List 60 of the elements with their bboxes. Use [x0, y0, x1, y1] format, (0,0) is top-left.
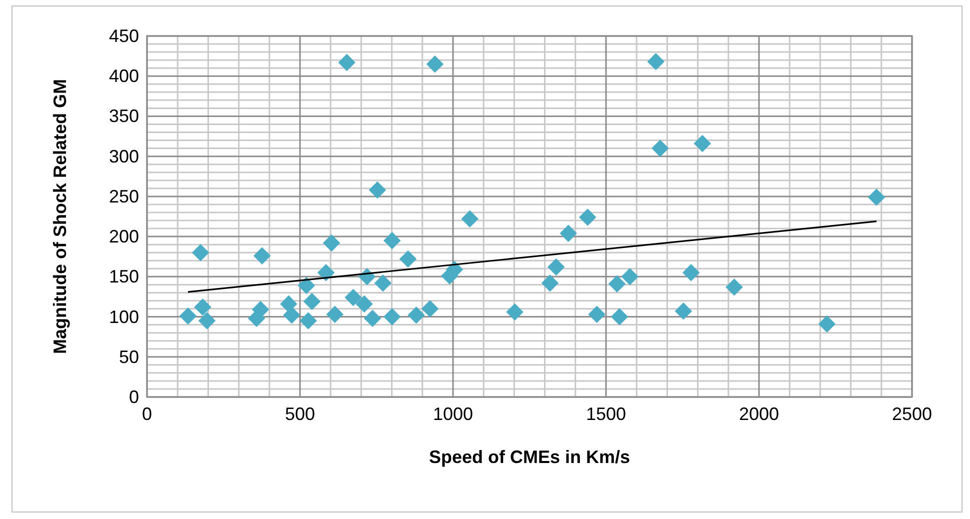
y-axis-title: Magnitude of Shock Related GM — [50, 78, 70, 354]
x-tick-label: 2500 — [892, 404, 932, 424]
point — [426, 55, 444, 73]
point — [461, 210, 478, 228]
point — [198, 312, 216, 330]
point — [194, 298, 212, 316]
point — [283, 306, 300, 324]
point — [399, 250, 417, 268]
point — [588, 306, 606, 324]
point — [694, 134, 712, 152]
y-tick-label: 300 — [108, 146, 139, 166]
point — [192, 244, 210, 262]
point — [726, 278, 743, 296]
x-axis-title: Speed of CMEs in Km/s — [428, 447, 630, 467]
point — [383, 308, 401, 326]
point — [547, 258, 565, 276]
point — [868, 188, 886, 206]
y-tick-label: 400 — [108, 66, 139, 86]
point — [421, 300, 439, 318]
point — [298, 276, 316, 294]
point — [364, 310, 382, 328]
point — [344, 288, 362, 306]
y-tick-label: 50 — [118, 346, 139, 367]
point — [610, 308, 628, 326]
point — [179, 307, 197, 325]
x-tick-label: 0 — [142, 404, 152, 424]
x-tick-label: 2000 — [738, 404, 780, 424]
y-tick-label: 350 — [108, 106, 139, 126]
x-tick-label: 500 — [284, 404, 316, 424]
point — [408, 306, 425, 324]
point — [303, 292, 321, 310]
point — [541, 274, 559, 292]
y-tick-label: 450 — [108, 26, 139, 46]
y-tick-label: 250 — [108, 186, 139, 206]
y-tick-label: 200 — [108, 226, 139, 247]
point — [280, 295, 298, 313]
point — [300, 312, 317, 330]
y-tick-label: 150 — [108, 266, 139, 287]
point — [652, 140, 669, 157]
x-tick-label: 1000 — [432, 404, 474, 424]
x-tick-label: 1500 — [586, 404, 626, 424]
point — [560, 224, 577, 242]
point — [383, 232, 401, 250]
point — [356, 295, 373, 313]
point — [621, 268, 638, 286]
point — [326, 306, 344, 324]
point — [579, 208, 596, 226]
point — [674, 302, 692, 320]
point — [647, 53, 665, 70]
y-tick-label: 0 — [128, 387, 139, 407]
point — [682, 264, 700, 282]
point — [322, 234, 340, 252]
point — [506, 303, 524, 321]
point — [374, 274, 392, 292]
point — [253, 247, 271, 264]
point — [368, 181, 386, 199]
point — [818, 315, 836, 333]
y-tick-label: 100 — [108, 306, 139, 327]
point — [338, 54, 356, 72]
point — [608, 275, 626, 293]
